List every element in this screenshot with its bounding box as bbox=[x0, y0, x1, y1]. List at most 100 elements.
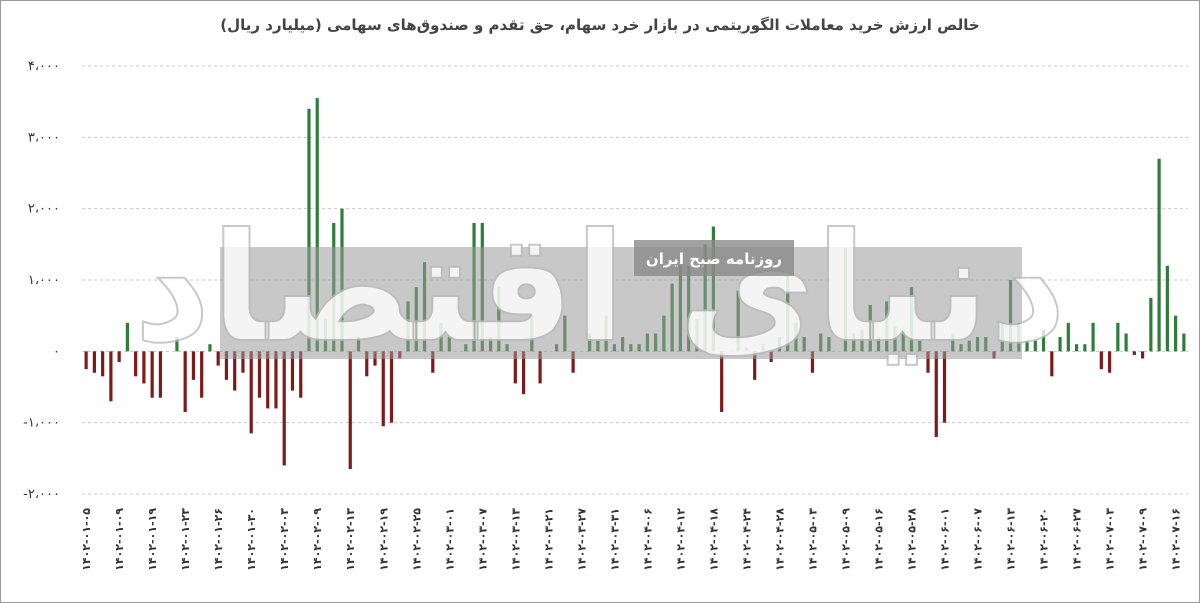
bar bbox=[521, 351, 526, 395]
bar bbox=[299, 351, 303, 398]
x-tick-label: ۱۴۰۲-۰۱-۱۹ bbox=[146, 508, 159, 571]
bar bbox=[1165, 265, 1169, 352]
x-tick-label: ۱۴۰۲-۰۱-۰۹ bbox=[113, 508, 126, 571]
bar bbox=[1099, 351, 1103, 370]
x-tick-label: ۱۴۰۲-۰۲-۰۳ bbox=[278, 508, 291, 571]
bar bbox=[348, 351, 352, 470]
x-tick-label: ۱۴۰۲-۰۵-۲۸ bbox=[906, 508, 919, 571]
x-tick-label: ۱۴۰۲-۰۶-۲۰ bbox=[1038, 508, 1051, 571]
x-tick-label: ۱۴۰۲-۰۶-۱۳ bbox=[1005, 508, 1018, 571]
x-tick-label: ۱۴۰۲-۰۴-۲۴ bbox=[740, 508, 753, 571]
bar bbox=[1174, 315, 1178, 352]
x-tick-label: ۱۴۰۲-۰۳-۰۷ bbox=[476, 508, 489, 571]
bar bbox=[92, 351, 96, 373]
bar bbox=[117, 351, 121, 363]
bar bbox=[934, 351, 938, 437]
bar bbox=[142, 351, 146, 384]
bar bbox=[1141, 351, 1145, 359]
y-tick-label: ۴،۰۰۰ bbox=[28, 59, 60, 74]
bar bbox=[1116, 322, 1120, 352]
bar bbox=[381, 351, 385, 427]
bar bbox=[538, 351, 542, 384]
bar bbox=[158, 351, 163, 398]
bar bbox=[257, 351, 262, 398]
bar bbox=[1033, 340, 1037, 352]
x-tick-label: ۱۴۰۲-۰۲-۱۳ bbox=[344, 508, 357, 571]
x-tick-label: ۱۴۰۲-۰۴-۰۶ bbox=[641, 508, 654, 571]
x-tick-label: ۱۴۰۲-۰۶-۰۱ bbox=[939, 508, 952, 571]
x-tick-label: ۱۴۰۲-۰۷-۰۹ bbox=[1137, 508, 1150, 571]
bar bbox=[101, 351, 105, 377]
bar bbox=[926, 351, 930, 373]
x-tick-label: ۱۴۰۲-۰۲-۱۹ bbox=[377, 508, 390, 571]
bar bbox=[513, 351, 517, 384]
bar bbox=[1132, 351, 1136, 355]
x-tick-label: ۱۴۰۲-۰۵-۱۶ bbox=[872, 508, 885, 571]
x-tick-label: ۱۴۰۲-۰۶-۲۷ bbox=[1071, 508, 1084, 571]
bar bbox=[1091, 322, 1095, 352]
bar bbox=[274, 351, 278, 409]
bar bbox=[571, 351, 575, 373]
bar bbox=[175, 337, 179, 352]
bar bbox=[1050, 351, 1054, 377]
bar bbox=[307, 108, 311, 352]
x-tick-label: ۱۴۰۲-۰۴-۱۸ bbox=[707, 508, 720, 571]
bar bbox=[134, 351, 138, 377]
bar bbox=[282, 351, 286, 466]
x-tick-label: ۱۴۰۲-۰۴-۱۲ bbox=[674, 508, 687, 571]
bar bbox=[208, 344, 212, 352]
bar bbox=[942, 351, 947, 423]
x-tick-label: ۱۴۰۲-۰۱-۳۰ bbox=[245, 508, 258, 571]
bar bbox=[810, 351, 815, 373]
y-tick-label: ۰ bbox=[53, 344, 60, 359]
y-tick-label: ۳،۰۰۰ bbox=[28, 130, 60, 145]
x-tick-label: ۱۴۰۲-۰۱-۲۳ bbox=[179, 508, 192, 571]
bar bbox=[109, 351, 113, 402]
x-tick-label: ۱۴۰۲-۰۳-۲۷ bbox=[575, 508, 588, 571]
bar bbox=[233, 351, 237, 391]
x-tick-label: ۱۴۰۲-۰۷-۰۳ bbox=[1104, 508, 1117, 571]
bar bbox=[1182, 333, 1186, 352]
x-tick-label: ۱۴۰۲-۰۳-۱۳ bbox=[509, 508, 522, 571]
bar bbox=[216, 351, 220, 366]
watermark-band bbox=[220, 247, 1022, 359]
x-tick-label: ۱۴۰۲-۰۵-۰۹ bbox=[839, 508, 852, 571]
y-tick-label: ۲،۰۰۰ bbox=[28, 202, 60, 217]
bar bbox=[1124, 333, 1128, 352]
y-tick-label: -۱،۰۰۰ bbox=[23, 416, 60, 431]
bar bbox=[224, 351, 229, 380]
bar bbox=[150, 351, 154, 398]
bar bbox=[720, 351, 724, 412]
bar bbox=[315, 98, 319, 352]
chart-title: خالص ارزش خرید معاملات الگوریتمی در بازا… bbox=[220, 16, 979, 34]
bar bbox=[191, 351, 196, 380]
bar bbox=[1107, 351, 1112, 373]
watermark-box bbox=[634, 240, 794, 276]
bar bbox=[125, 322, 129, 352]
y-tick-label: ۱،۰۰۰ bbox=[28, 273, 60, 288]
bar bbox=[1149, 297, 1153, 352]
watermark-subtitle: روزنامه صبح ایران bbox=[646, 250, 782, 268]
bar bbox=[241, 351, 245, 373]
watermark: دنیای اقتصاد bbox=[134, 202, 1067, 376]
x-tick-label: ۱۴۰۲-۰۴-۲۸ bbox=[773, 508, 786, 571]
bar bbox=[84, 351, 88, 370]
x-tick-label: ۱۴۰۲-۰۱-۰۵ bbox=[80, 508, 93, 571]
x-tick-label: ۱۴۰۲-۰۱-۲۶ bbox=[212, 508, 225, 571]
bar bbox=[290, 351, 295, 391]
bar bbox=[431, 351, 435, 373]
bar bbox=[365, 351, 369, 377]
bar bbox=[266, 351, 270, 409]
x-tick-label: ۱۴۰۲-۰۳-۳۱ bbox=[608, 508, 621, 571]
bar bbox=[1066, 322, 1070, 352]
bar bbox=[1157, 158, 1161, 352]
bar bbox=[389, 351, 394, 423]
x-tick-label: ۱۴۰۲-۰۲-۰۹ bbox=[311, 508, 324, 571]
bar bbox=[753, 351, 757, 380]
x-tick-label: ۱۴۰۲-۰۶-۰۷ bbox=[972, 508, 985, 571]
bar bbox=[1025, 340, 1029, 352]
bar bbox=[200, 351, 204, 398]
x-tick-label: ۱۴۰۲-۰۳-۲۱ bbox=[542, 508, 555, 571]
x-tick-label: ۱۴۰۲-۰۲-۲۵ bbox=[410, 508, 423, 571]
